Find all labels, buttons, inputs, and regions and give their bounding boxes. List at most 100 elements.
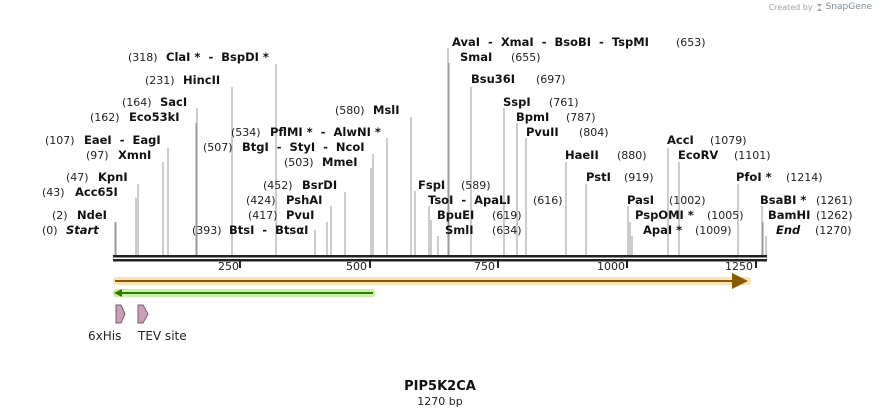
site-ndei-label: NdeI <box>77 208 107 222</box>
site-pos: (97) <box>86 149 109 162</box>
credit-brand: SnapGene <box>825 2 872 12</box>
tick-label: 1250 <box>725 260 753 273</box>
site-bpmi-label: BpmI <box>516 110 549 124</box>
site-bpuei-label: BpuEI <box>437 208 474 222</box>
site-pos: (804) <box>579 126 609 139</box>
site-bsu36i-label: Bsu36I <box>471 72 515 86</box>
site-pos: (653) <box>676 36 706 49</box>
site-kpni-label: KpnI <box>98 170 128 184</box>
site-apai-label: ApaI * <box>643 223 682 237</box>
feature-6xhis: 6xHis <box>88 304 126 343</box>
site-pspomi-label: PspOMI * <box>635 208 694 222</box>
site-pos: (787) <box>566 111 596 124</box>
site-pos: (452) <box>263 179 293 192</box>
site-btgi-styi-ncoi-label: BtgI - StyI - NcoI <box>242 140 365 154</box>
feature-6xhis-label: 6xHis <box>88 329 121 343</box>
site-pos: (393) <box>192 224 222 237</box>
site-pvuii-label: PvuII <box>526 125 559 139</box>
site-pos: (1261) <box>816 194 853 207</box>
site-pos: (655) <box>511 51 541 64</box>
feature-tev-site: TEV site <box>137 304 187 343</box>
ruler: 250 500 750 1000 1250 <box>218 260 757 273</box>
site-pos: (107) <box>45 134 75 147</box>
site-pos: (919) <box>624 171 654 184</box>
site-end-label: End <box>776 223 801 237</box>
site-bsrdi-label: BsrDI <box>302 178 337 192</box>
site-labels: (0) Start (2) NdeI (43) Acc65I (47) KpnI… <box>42 50 400 237</box>
site-pos: (1262) <box>816 209 853 222</box>
site-fspi-label: FspI <box>418 178 445 192</box>
site-pflmi-alwni-label: PflMI * - AlwNI * <box>270 125 381 139</box>
site-pos: (1005) <box>707 209 744 222</box>
site-acci-label: AccI <box>667 133 694 147</box>
site-pos: (503) <box>284 156 314 169</box>
site-msli-label: MslI <box>373 103 400 117</box>
site-saci-label: SacI <box>160 95 187 109</box>
site-clai-bspdi-label: ClaI * - BspDI * <box>166 50 269 64</box>
tick-label: 1000 <box>597 260 625 273</box>
site-mmei-label: MmeI <box>322 155 358 169</box>
site-pos: (761) <box>549 96 579 109</box>
site-pos: (231) <box>145 74 175 87</box>
site-pos: (619) <box>492 209 522 222</box>
site-pos: (1009) <box>695 224 732 237</box>
site-pos: (1002) <box>669 194 706 207</box>
site-pos: (43) <box>42 186 65 199</box>
site-tsoi-apali-label: TsoI - ApaLI <box>428 193 511 207</box>
site-pos: (0) <box>42 224 58 237</box>
site-pos: (580) <box>335 104 365 117</box>
sequence-backbone <box>113 255 767 262</box>
credit-text: Created by <box>768 2 813 12</box>
site-pos: (507) <box>203 141 233 154</box>
site-pos: (47) <box>66 171 89 184</box>
site-pos: (534) <box>231 126 261 139</box>
site-pos: (1101) <box>734 149 771 162</box>
site-labels-right: FspI (589) TsoI - ApaLI (616) BpuEI (619… <box>418 35 853 237</box>
site-pos: (164) <box>122 96 152 109</box>
site-haeii-label: HaeII <box>565 148 599 162</box>
site-eaei-eagi-label: EaeI - EagI <box>84 133 161 147</box>
site-pos: (616) <box>533 194 563 207</box>
site-pos: (1079) <box>710 134 747 147</box>
orf-reverse <box>113 289 375 297</box>
site-pos: (589) <box>461 179 491 192</box>
site-btsi-btsai-label: BtsI - BtsαI <box>229 223 308 237</box>
site-pasi-label: PasI <box>627 193 654 207</box>
site-pos: (417) <box>248 209 278 222</box>
snapgene-credit: Created by SnapGene <box>769 2 872 12</box>
site-smai-label: SmaI <box>460 50 492 64</box>
site-pfoi-label: PfoI * <box>736 170 772 184</box>
tick-label: 750 <box>474 260 495 273</box>
site-hincii-label: HincII <box>183 73 220 87</box>
site-pos: (697) <box>536 73 566 86</box>
site-pos: (318) <box>128 51 158 64</box>
site-bsabi-label: BsaBI * <box>760 193 806 207</box>
snapgene-logo-icon <box>816 3 822 11</box>
site-pos: (162) <box>90 111 120 124</box>
site-ecorv-label: EcoRV <box>678 148 718 162</box>
site-eco53ki-label: Eco53kI <box>129 110 180 124</box>
site-sspi-label: SspI <box>503 95 531 109</box>
sequence-name: PIP5K2CA <box>404 379 476 394</box>
feature-tev-site-label: TEV site <box>137 329 187 343</box>
site-start-label: Start <box>66 223 99 237</box>
site-lines <box>114 48 767 256</box>
site-pos: (424) <box>246 194 276 207</box>
site-avai-xmai-bsobi-tspmi-label: AvaI - XmaI - BsoBI - TspMI <box>452 35 649 49</box>
site-acc65i-label: Acc65I <box>75 185 118 199</box>
site-smli-label: SmlI <box>445 223 474 237</box>
site-xmni-label: XmnI <box>118 148 151 162</box>
site-pvui-label: PvuI <box>286 208 314 222</box>
tick-label: 250 <box>218 260 239 273</box>
site-pos: (1214) <box>786 171 823 184</box>
tick-label: 500 <box>346 260 367 273</box>
sequence-length: 1270 bp <box>417 395 462 408</box>
orf-forward <box>113 273 751 289</box>
site-pos: (634) <box>492 224 522 237</box>
site-pos: (2) <box>52 209 68 222</box>
site-bamhi-label: BamHI <box>768 208 810 222</box>
site-psti-label: PstI <box>586 170 611 184</box>
site-pshai-label: PshAI <box>286 193 322 207</box>
site-pos: (880) <box>617 149 647 162</box>
